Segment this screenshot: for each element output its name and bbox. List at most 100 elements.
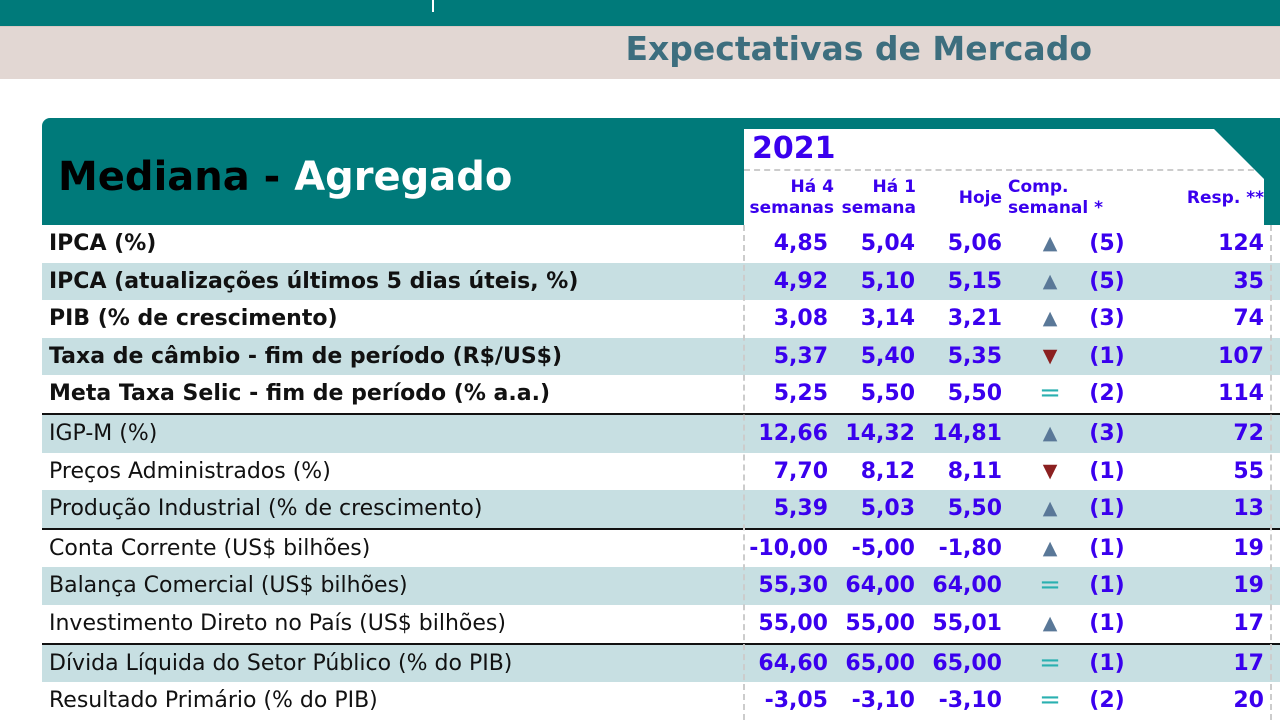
row-label: Investimento Direto no País (US$ bilhões… — [49, 610, 506, 636]
value-ha4: 5,39 — [773, 496, 828, 522]
value-ha4: 5,25 — [773, 381, 828, 407]
value-resp: 19 — [1233, 573, 1264, 599]
value-comp: (5) — [1089, 231, 1125, 256]
title-agregado: Agregado — [294, 154, 513, 200]
value-comp: (1) — [1089, 458, 1125, 484]
value-ha4: 3,08 — [773, 306, 828, 332]
value-ha1: 8,12 — [860, 458, 915, 484]
table-header: Mediana - Agregado 2021 Há 4 semanas Há 1… — [42, 118, 1280, 225]
row-label: IPCA (%) — [49, 231, 157, 256]
row-label: Balança Comercial (US$ bilhões) — [49, 573, 408, 599]
trend-up-icon: ▲ — [1042, 497, 1058, 520]
value-comp: (1) — [1089, 496, 1125, 522]
table-row: Taxa de câmbio - fim de período (R$/US$)… — [42, 337, 1280, 376]
trend-down-icon: ▼ — [1042, 459, 1058, 482]
value-ha4: 4,85 — [773, 231, 828, 256]
page-title: Expectativas de Mercado — [625, 29, 1092, 68]
value-resp: 17 — [1233, 610, 1264, 636]
table-row: Resultado Primário (% do PIB) -3,05 -3,1… — [42, 682, 1280, 720]
trend-up-icon: ▲ — [1042, 421, 1058, 444]
table-row: Investimento Direto no País (US$ bilhões… — [42, 605, 1280, 643]
value-comp: (2) — [1089, 381, 1125, 407]
value-ha1: 55,00 — [845, 610, 915, 636]
value-ha1: 64,00 — [845, 573, 915, 599]
trend-equal-icon: = — [1039, 378, 1061, 409]
row-label: Taxa de câmbio - fim de período (R$/US$) — [49, 343, 563, 369]
table-row: PIB (% de crescimento) 3,08 3,14 3,21 ▲ … — [42, 300, 1280, 338]
value-resp: 17 — [1233, 650, 1264, 676]
value-resp: 13 — [1233, 496, 1264, 522]
year-label: 2021 — [752, 131, 836, 166]
value-ha1: -5,00 — [851, 535, 915, 561]
header-ha4: Há 4 semanas — [749, 177, 834, 218]
value-comp: (1) — [1089, 650, 1125, 676]
value-hoje: 5,50 — [947, 496, 1002, 522]
divider — [432, 0, 434, 12]
table-row: Preços Administrados (%) 7,70 8,12 8,11 … — [42, 453, 1280, 491]
trend-equal-icon: = — [1039, 647, 1061, 678]
dashed-divider — [744, 169, 1264, 171]
row-label: Preços Administrados (%) — [49, 458, 331, 484]
header-comp: Comp. semanal * — [1008, 177, 1104, 218]
value-ha4: 4,92 — [773, 268, 828, 294]
row-label: Resultado Primário (% do PIB) — [49, 688, 378, 714]
value-hoje: 5,35 — [947, 343, 1002, 369]
row-label: Meta Taxa Selic - fim de período (% a.a.… — [49, 381, 551, 407]
trend-up-icon: ▲ — [1042, 611, 1058, 634]
row-label: Dívida Líquida do Setor Público (% do PI… — [49, 650, 513, 676]
value-hoje: -1,80 — [938, 535, 1002, 561]
trend-equal-icon: = — [1039, 570, 1061, 601]
value-ha1: 5,10 — [860, 268, 915, 294]
value-hoje: -3,10 — [938, 688, 1002, 714]
trend-up-icon: ▲ — [1042, 307, 1058, 330]
value-ha4: 55,00 — [758, 610, 828, 636]
row-label: PIB (% de crescimento) — [49, 306, 338, 332]
value-hoje: 55,01 — [932, 610, 1002, 636]
value-comp: (1) — [1089, 343, 1125, 369]
year-header: 2021 Há 4 semanas Há 1 semana Hoje Comp. se… — [744, 129, 1264, 225]
value-ha1: 14,32 — [845, 420, 915, 446]
table-row: IPCA (%) 4,85 5,04 5,06 ▲ (5) 124 — [42, 225, 1280, 263]
value-comp: (2) — [1089, 688, 1125, 714]
header-resp: Resp. ** — [1186, 188, 1264, 208]
trend-up-icon: ▲ — [1042, 269, 1058, 292]
value-comp: (3) — [1089, 306, 1125, 332]
value-comp: (1) — [1089, 573, 1125, 599]
top-bar — [0, 0, 1280, 26]
value-hoje: 5,15 — [947, 268, 1002, 294]
data-table: IPCA (%) 4,85 5,04 5,06 ▲ (5) 124 IPCA (a… — [42, 225, 1280, 720]
table-row: Balança Comercial (US$ bilhões) 55,30 64… — [42, 567, 1280, 605]
value-resp: 20 — [1233, 688, 1264, 714]
trend-down-icon: ▼ — [1042, 344, 1058, 367]
value-comp: (1) — [1089, 610, 1125, 636]
value-hoje: 5,50 — [947, 381, 1002, 407]
value-ha4: 55,30 — [758, 573, 828, 599]
trend-up-icon: ▲ — [1042, 232, 1058, 254]
value-resp: 72 — [1233, 420, 1264, 446]
value-hoje: 65,00 — [932, 650, 1002, 676]
value-resp: 107 — [1218, 343, 1264, 369]
dashed-divider — [743, 225, 745, 720]
value-ha4: 5,37 — [773, 343, 828, 369]
title-band: Expectativas de Mercado — [0, 26, 1280, 79]
table-row: Meta Taxa Selic - fim de período (% a.a.… — [42, 375, 1280, 413]
value-ha1: 5,03 — [860, 496, 915, 522]
table-row: IPCA (atualizações últimos 5 dias úteis,… — [42, 262, 1280, 301]
header-ha1: Há 1 semana — [841, 177, 916, 218]
value-resp: 74 — [1233, 306, 1264, 332]
value-resp: 55 — [1233, 458, 1264, 484]
value-comp: (3) — [1089, 420, 1125, 446]
row-label: IPCA (atualizações últimos 5 dias úteis,… — [49, 268, 579, 294]
value-ha1: 5,50 — [860, 381, 915, 407]
title-mediana: Mediana - — [58, 154, 295, 200]
value-comp: (1) — [1089, 535, 1125, 561]
value-hoje: 14,81 — [932, 420, 1002, 446]
value-ha4: 12,66 — [758, 420, 828, 446]
value-hoje: 3,21 — [947, 306, 1002, 332]
value-ha1: 3,14 — [860, 306, 915, 332]
row-label: Produção Industrial (% de crescimento) — [49, 496, 483, 522]
value-ha1: 5,40 — [860, 343, 915, 369]
dashed-divider — [1270, 225, 1272, 720]
value-ha4: 7,70 — [773, 458, 828, 484]
value-ha1: 5,04 — [860, 231, 915, 256]
